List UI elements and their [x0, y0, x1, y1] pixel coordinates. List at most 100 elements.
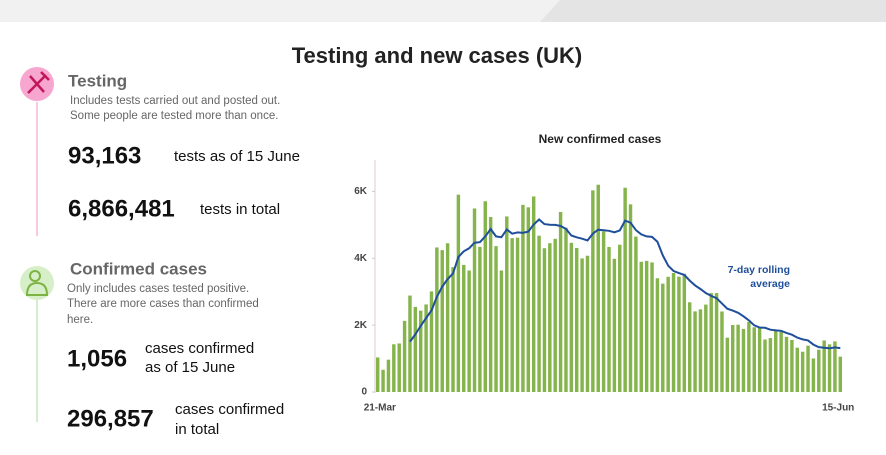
bar [790, 339, 794, 392]
bar [618, 244, 622, 392]
cases-icon-glyph [25, 281, 49, 296]
bar [623, 187, 627, 392]
bar [731, 325, 735, 392]
bar [806, 345, 810, 392]
bar [531, 196, 536, 392]
testing-icon-glyph [27, 71, 50, 94]
bar [456, 194, 461, 392]
bar [817, 349, 821, 392]
bar [838, 356, 843, 392]
bar [741, 328, 746, 392]
bar [591, 190, 595, 392]
cases-total-text: in total [175, 421, 219, 438]
bar [687, 302, 692, 392]
bar [682, 273, 687, 392]
bar [795, 347, 799, 392]
bar [693, 311, 697, 392]
bar [494, 246, 498, 392]
x-tick-label: 15-Jun [822, 403, 854, 414]
bar [419, 310, 423, 392]
bar [515, 237, 520, 392]
bar [472, 208, 477, 392]
bar [709, 293, 713, 392]
slide-title: Testing and new cases (UK) [292, 43, 583, 68]
bar [413, 306, 418, 392]
bar [424, 304, 428, 392]
bar [435, 247, 439, 392]
bar [644, 260, 649, 392]
bar [542, 248, 547, 392]
bar [548, 243, 552, 392]
bar [451, 267, 455, 392]
bar [429, 291, 434, 392]
bar [537, 235, 541, 392]
bar [402, 320, 407, 392]
bar [375, 357, 380, 392]
tests-total-value: 6,866,481 [68, 195, 175, 222]
bar [526, 207, 531, 392]
bar [720, 311, 724, 392]
bar [677, 276, 681, 392]
bar [655, 278, 660, 392]
cases-desc: There are more cases than confirmed [67, 298, 259, 310]
chart-title: New confirmed cases [539, 132, 662, 146]
bar [698, 309, 703, 392]
plot: 0 2K 4K 6K 21-Mar 15-Jun 7-day rolling average [354, 184, 854, 414]
bar [381, 369, 385, 392]
bar [478, 246, 482, 392]
testing-desc: Includes tests carried out and posted ou… [70, 95, 280, 107]
bar [488, 217, 493, 392]
bar [612, 258, 617, 392]
bar [800, 351, 805, 392]
cases-daily-text: cases confirmed [145, 340, 254, 357]
bar [639, 261, 643, 392]
bar [607, 246, 611, 392]
bar [666, 276, 670, 392]
bar [445, 243, 450, 392]
bar [505, 216, 509, 392]
bar [779, 331, 783, 392]
bar [575, 247, 579, 392]
bar [440, 250, 444, 392]
bar [661, 283, 665, 392]
testing-heading: Testing [68, 71, 127, 90]
bar [747, 321, 751, 392]
bar [736, 324, 740, 392]
bar [827, 344, 832, 392]
cases-heading: Confirmed cases [70, 259, 207, 278]
bar [483, 201, 487, 392]
cases-daily-text: as of 15 June [145, 359, 235, 376]
bar [822, 340, 826, 392]
line-annotation: average [750, 278, 790, 290]
top-strip-shape [540, 0, 886, 22]
bar [768, 338, 773, 392]
bar [564, 227, 568, 392]
bar [462, 264, 466, 392]
cases-icon-glyph [29, 270, 41, 282]
cases-total-value: 296,857 [67, 405, 154, 432]
cases-desc: Only includes cases tested positive. [67, 283, 249, 295]
x-tick-label: 21-Mar [364, 403, 396, 414]
bar [628, 204, 633, 392]
tests-daily-value: 93,163 [68, 142, 141, 169]
bar [580, 258, 584, 392]
bar [408, 295, 412, 392]
bar [833, 341, 837, 392]
line-annotation: 7-day rolling [728, 264, 790, 276]
bar [596, 184, 600, 392]
bar [558, 211, 563, 392]
tests-daily-text: tests as of 15 June [174, 148, 300, 165]
bar [763, 339, 767, 392]
bar [714, 293, 719, 392]
bar [784, 336, 789, 392]
bar [601, 231, 606, 392]
y-tick-label: 2K [354, 320, 368, 331]
bar [397, 343, 401, 392]
cases-daily-value: 1,056 [67, 345, 127, 372]
bar [585, 255, 590, 392]
bar [671, 272, 676, 392]
tests-total-text: tests in total [200, 201, 280, 218]
y-tick-label: 6K [354, 186, 368, 197]
cases-total-text: cases confirmed [175, 401, 284, 418]
